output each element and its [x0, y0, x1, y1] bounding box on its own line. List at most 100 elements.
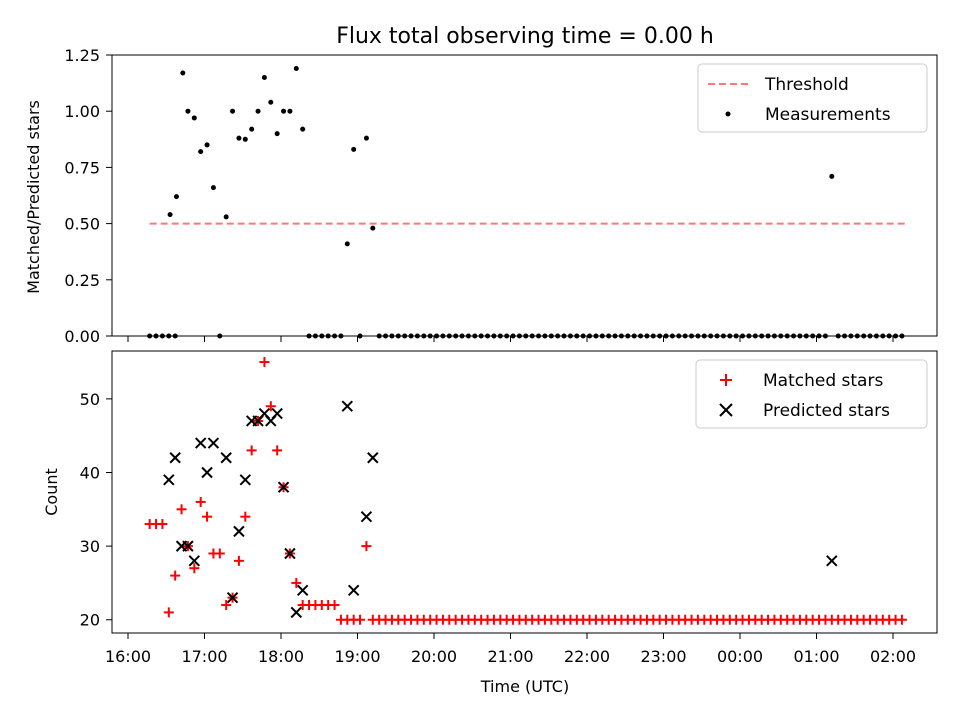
count-panel-xlabel: Time (UTC) — [480, 677, 569, 696]
matched-point — [233, 555, 244, 566]
measurement-point — [185, 108, 191, 114]
ratio-panel-frame — [111, 54, 938, 337]
count-panel-ylabel: Count — [42, 468, 61, 516]
matched-point — [195, 496, 206, 507]
matched-point — [189, 563, 200, 574]
count-x-tick-label: 20:00 — [411, 647, 457, 666]
count-x-tick-label: 18:00 — [258, 647, 304, 666]
ratio-panel: Flux total observing time = 0.00 h Match… — [24, 24, 938, 346]
measurement-point — [191, 115, 197, 121]
predicted-point — [284, 547, 296, 560]
matched-legend-swatch — [720, 374, 732, 386]
predicted-point — [296, 584, 309, 597]
predicted-point — [271, 407, 283, 420]
count-x-tick-label: 23:00 — [640, 647, 686, 666]
ratio-y-tick-label: 0.00 — [64, 327, 100, 346]
measurement-point — [236, 135, 242, 141]
predicted-point — [226, 591, 239, 604]
count-y-tick-label: 30 — [80, 537, 100, 556]
ratio-y-tick-label: 1.00 — [64, 102, 100, 121]
count-y-tick-label: 50 — [80, 390, 100, 409]
matched-point — [221, 600, 232, 611]
count-x-tick-label: 00:00 — [717, 647, 763, 666]
predicted-points — [163, 400, 838, 619]
count-x-tick-label: 01:00 — [793, 647, 839, 666]
ratio-legend-box — [697, 63, 928, 133]
count-panel-x-axis: 16:00 17:00 18:00 19:00 20:00 21:00 22:00 23:00… — [105, 633, 916, 666]
matched-point — [361, 541, 372, 552]
predicted-point — [194, 437, 207, 449]
matched-point — [202, 511, 213, 522]
measurement-point — [363, 135, 369, 141]
matched-legend-label: Matched stars — [763, 371, 883, 391]
matched-point — [246, 445, 257, 456]
count-x-tick-label: 21:00 — [487, 647, 533, 666]
measurement-point — [261, 74, 267, 80]
matched-point — [176, 504, 187, 515]
predicted-point — [290, 606, 303, 619]
matched-point — [157, 519, 168, 530]
measurement-point — [210, 185, 216, 191]
threshold-legend-label: Threshold — [764, 75, 849, 95]
measurement-point — [204, 142, 210, 148]
predicted-point — [367, 452, 379, 464]
count-panel: Count Time (UTC) 20 30 40 50 16:00 17:00 18:0… — [42, 350, 938, 696]
ratio-panel-ylabel: Matched/Predicted stars — [24, 100, 43, 294]
ratio-panel-x-axis — [127, 336, 894, 342]
predicted-point — [169, 452, 181, 464]
measurements-legend-label: Measurements — [765, 105, 891, 125]
predicted-point — [233, 525, 245, 538]
predicted-legend-swatch — [719, 403, 733, 417]
count-x-tick-label: 22:00 — [564, 647, 610, 666]
measurement-point — [167, 212, 173, 218]
measurement-point — [230, 108, 236, 114]
count-y-tick-label: 20 — [80, 611, 100, 630]
measurement-point — [255, 108, 261, 114]
predicted-point — [201, 466, 213, 479]
measurement-point — [180, 70, 186, 76]
matched-point — [163, 607, 174, 618]
count-x-tick-label: 02:00 — [870, 647, 916, 666]
predicted-point — [277, 481, 290, 493]
measurement-point — [242, 136, 248, 142]
measurement-point — [268, 99, 274, 105]
matched-point — [355, 614, 366, 625]
measurements-legend-swatch — [725, 111, 731, 117]
predicted-point — [188, 555, 201, 567]
count-panel-frame — [111, 350, 938, 634]
matched-points — [144, 357, 907, 625]
predicted-point — [826, 555, 838, 567]
measurement-point — [344, 241, 350, 247]
measurement-point — [198, 149, 204, 155]
predicted-point — [360, 510, 373, 523]
matched-point — [259, 357, 270, 368]
predicted-point — [163, 474, 175, 486]
measurement-point — [300, 126, 306, 132]
ratio-y-tick-label: 0.75 — [64, 158, 100, 177]
ratio-y-tick-label: 0.25 — [64, 271, 100, 290]
predicted-point — [347, 584, 360, 597]
matched-point — [329, 600, 340, 611]
count-x-tick-label: 19:00 — [334, 647, 380, 666]
matched-point — [291, 577, 302, 588]
measurement-point — [293, 65, 299, 71]
matched-point — [214, 548, 225, 559]
measurement-point — [223, 214, 229, 220]
measurement-point — [287, 108, 293, 114]
ratio-y-tick-label: 0.50 — [64, 215, 100, 234]
predicted-point — [220, 452, 232, 464]
count-legend-box — [695, 359, 928, 429]
ratio-panel-title: Flux total observing time = 0.00 h — [336, 24, 714, 49]
predicted-point — [207, 437, 220, 449]
matched-point — [265, 401, 276, 412]
matched-point — [896, 614, 907, 625]
predicted-point — [182, 540, 194, 552]
count-y-tick-label: 40 — [80, 463, 100, 482]
count-x-tick-label: 17:00 — [181, 647, 227, 666]
predicted-point — [239, 474, 252, 486]
measurement-point — [249, 126, 255, 132]
count-panel-y-axis: 20 30 40 50 — [80, 390, 112, 630]
predicted-point — [341, 400, 354, 412]
ratio-y-tick-label: 1.25 — [64, 46, 100, 65]
